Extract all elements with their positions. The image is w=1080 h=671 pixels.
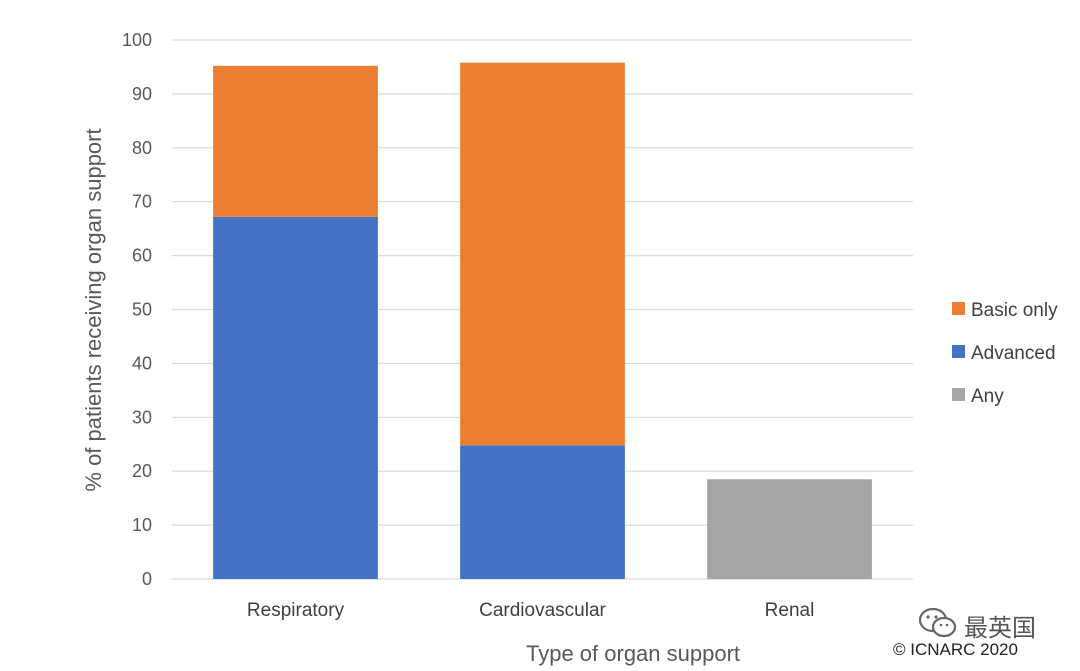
y-tick-label: 80 [132,138,152,158]
x-category-label: Cardiovascular [479,600,606,621]
bar-cardiovascular-basic-only [460,62,625,446]
y-tick-label: 10 [132,515,152,535]
bars [213,62,872,580]
y-axis-title: % of patients receiving organ support [81,128,106,491]
legend: Basic only Advanced Any [952,300,1058,407]
y-tick-label: 50 [132,300,152,320]
x-category-label: Respiratory [247,600,345,621]
wechat-icon [918,606,958,645]
y-tick-label: 30 [132,407,152,427]
x-category-labels: Respiratory Cardiovascular Renal [247,600,814,621]
watermark-text: 最英国 [964,614,1036,642]
x-category-label: Renal [765,600,815,621]
legend-swatch [952,388,965,401]
y-tick-label: 70 [132,192,152,212]
legend-swatch [952,302,965,315]
copyright-notice: © ICNARC 2020 [893,640,1018,659]
bar-respiratory-advanced [213,216,378,580]
watermark: 最英国 [918,606,1036,645]
y-tick-labels: 0 10 20 30 40 50 60 70 80 90 100 [122,30,152,589]
y-tick-label: 20 [132,461,152,481]
legend-label: Advanced [971,343,1056,364]
y-tick-label: 60 [132,246,152,266]
y-tick-label: 0 [142,569,152,589]
x-axis-title: Type of organ support [526,641,740,666]
y-tick-label: 90 [132,84,152,104]
bar-cardiovascular-advanced [460,445,625,579]
legend-label: Any [971,386,1004,407]
bar-renal-any [707,479,872,579]
y-tick-label: 40 [132,353,152,373]
bar-respiratory-basic-only [213,65,378,217]
legend-label: Basic only [971,300,1058,321]
y-tick-label: 100 [122,30,152,50]
legend-swatch [952,345,965,358]
